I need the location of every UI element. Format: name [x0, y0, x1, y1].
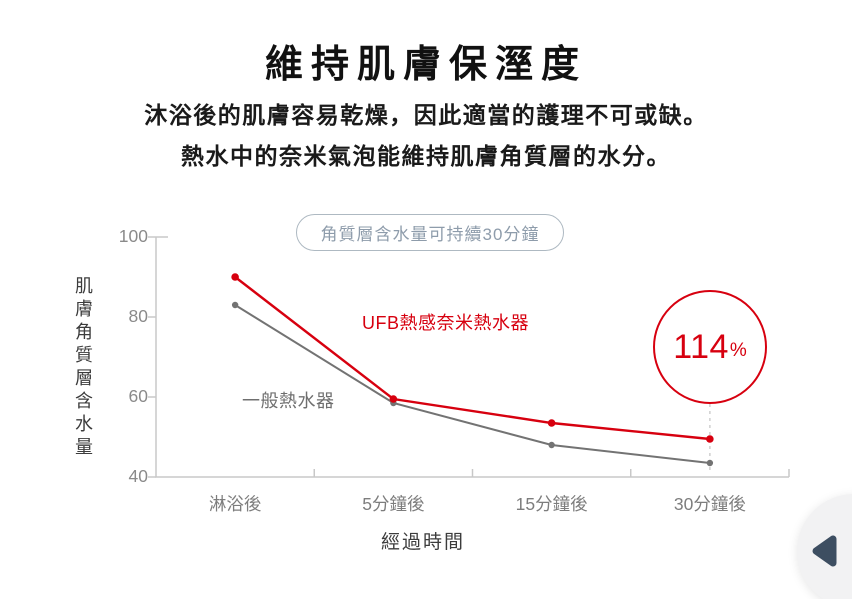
x-category-label: 15分鐘後: [515, 494, 588, 514]
series-line: [234, 276, 710, 441]
y-tick-label: 60: [128, 386, 148, 406]
series-label-regular: 一般熱水器: [242, 391, 335, 411]
y-tick-label: 40: [128, 466, 148, 486]
y-axis-title: 肌膚角質層含水量: [73, 276, 93, 460]
data-point-marker: [231, 273, 239, 281]
annotation-circle-114-percent: 114 %: [653, 290, 767, 404]
annotation-value: 114: [673, 327, 729, 366]
data-point-marker: [389, 395, 398, 403]
data-point-marker: [547, 419, 556, 427]
chart-callout-badge: 角質層含水量可持續30分鐘: [296, 214, 564, 251]
x-category-label: 30分鐘後: [673, 494, 746, 514]
y-tick-label: 80: [128, 306, 148, 326]
subtitle-line-1: 沐浴後的肌膚容易乾燥，因此適當的護理不可或缺。: [144, 102, 708, 128]
data-point-marker: [706, 435, 714, 443]
series-line: [234, 304, 710, 464]
subtitle-line-2: 熱水中的奈米氣泡能維持肌膚角質層的水分。: [181, 143, 671, 169]
data-point-marker: [706, 459, 714, 467]
annotation-unit: %: [729, 340, 747, 361]
x-axis-title: 經過時間: [0, 527, 852, 554]
data-point-marker: [548, 441, 555, 449]
series-label-ufb: UFB熱感奈米熱水器: [362, 313, 529, 333]
page-title: 維持肌膚保溼度: [264, 44, 587, 86]
data-point-marker: [231, 301, 239, 309]
x-category-label: 淋浴後: [208, 494, 262, 514]
left-triangle-icon: [812, 535, 837, 567]
y-tick-label: 100: [118, 226, 148, 246]
x-category-label: 5分鐘後: [362, 494, 425, 514]
carousel-prev-button[interactable]: [797, 494, 852, 599]
x-axis-title-text: 經過時間: [380, 532, 465, 553]
